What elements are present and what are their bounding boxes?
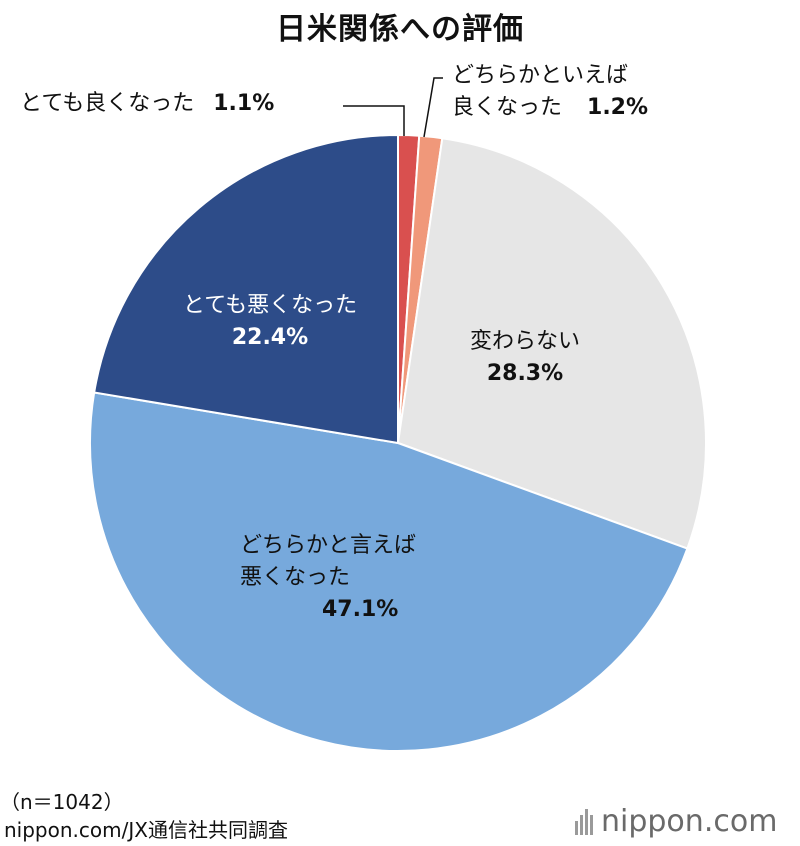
sample-size-note: （n＝1042）	[0, 790, 124, 814]
slice-label-very-bad: とても悪くなった 22.4%	[140, 290, 400, 354]
leader-line-very-good	[343, 105, 405, 136]
slice-label-somewhat-good-line1: どちらかといえば	[452, 63, 629, 88]
slice-label-somewhat-bad-line1: どちらかと言えば	[240, 533, 417, 558]
pie-slice-somewhat-bad	[89, 391, 689, 752]
slice-value-very-bad: 22.4%	[231, 324, 309, 350]
leader-line-somewhat-good	[423, 77, 443, 138]
slice-label-somewhat-bad: どちらかと言えば 悪くなった 47.1%	[240, 530, 416, 626]
slice-label-no-change-text: 変わらない	[469, 329, 580, 354]
slice-label-very-good: とても良くなった 1.1%	[20, 88, 274, 120]
slice-value-very-good: 1.1%	[213, 91, 275, 116]
slice-label-very-good-text: とても良くなった	[20, 91, 195, 116]
slice-label-somewhat-bad-line2: 悪くなった	[240, 564, 351, 590]
brand-suffix: .com	[703, 804, 778, 839]
brand-name: nippon	[601, 804, 704, 839]
pie-slice-very-bad	[93, 133, 399, 445]
source-note: nippon.com/JX通信社共同調査	[4, 818, 288, 842]
slice-value-somewhat-good: 1.2%	[587, 94, 649, 120]
slice-value-no-change: 28.3%	[486, 360, 564, 386]
pie-slice-no-change	[396, 137, 707, 550]
slice-label-somewhat-good: どちらかといえば 良くなった 1.2%	[452, 60, 648, 124]
logo-bars-icon	[575, 808, 595, 835]
slice-label-somewhat-good-line2: 良くなった	[452, 94, 563, 120]
pie-slices	[89, 133, 707, 752]
nippon-logo: nippon .com	[575, 804, 777, 839]
slice-label-very-bad-text: とても悪くなった	[182, 293, 358, 318]
chart-title: 日米関係への評価	[276, 12, 524, 47]
slice-value-somewhat-bad: 47.1%	[322, 596, 399, 622]
slice-label-no-change: 変わらない 28.3%	[460, 326, 590, 390]
